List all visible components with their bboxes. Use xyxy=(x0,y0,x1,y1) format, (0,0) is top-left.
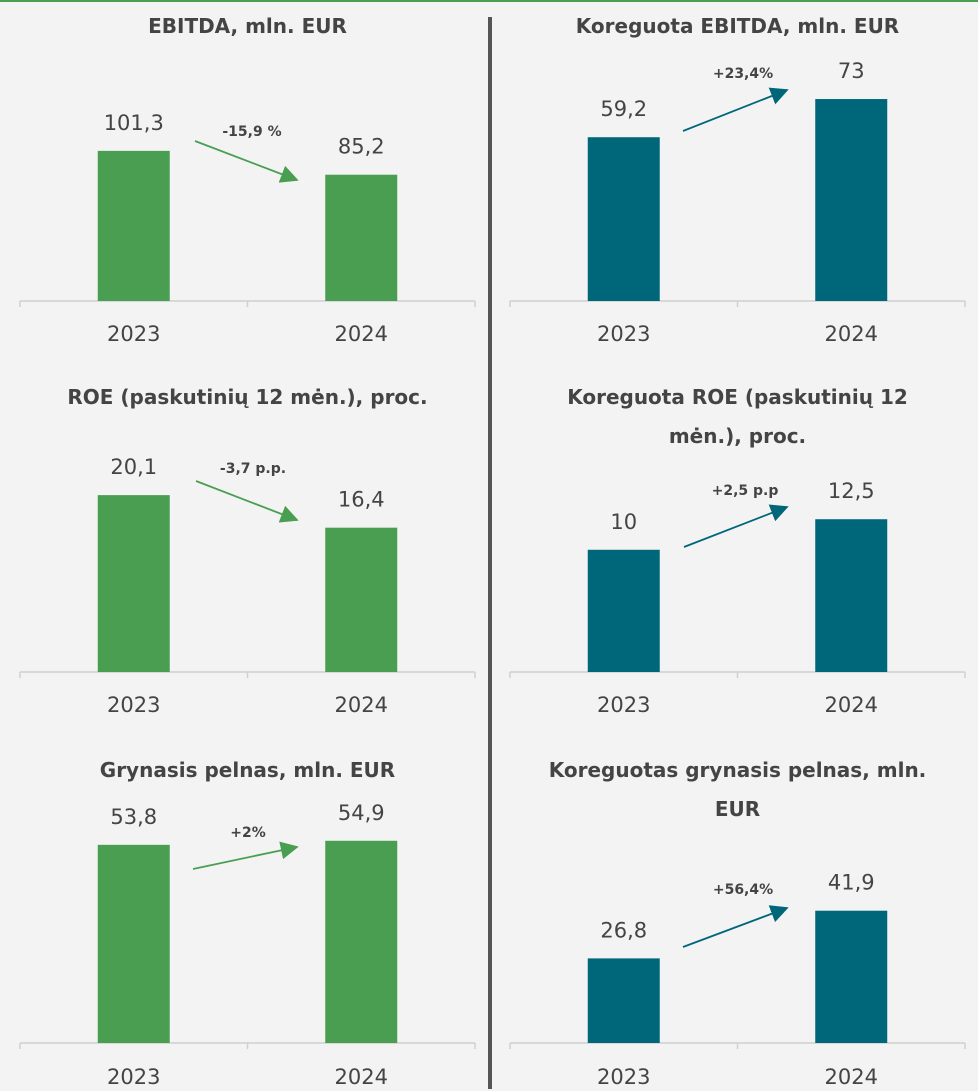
bar xyxy=(97,844,170,1043)
value-label: 101,3 xyxy=(104,111,164,135)
bar xyxy=(325,840,398,1043)
x-tick-label: 2023 xyxy=(107,1065,160,1089)
bar xyxy=(97,150,170,301)
value-label: 12,5 xyxy=(828,479,875,503)
x-tick-label: 2024 xyxy=(825,693,878,717)
chart-title: Grynasis pelnas, mln. EUR xyxy=(99,758,396,782)
change-arrow xyxy=(683,504,789,548)
bar xyxy=(587,137,660,301)
x-tick-label: 2024 xyxy=(335,1065,388,1089)
x-tick-label: 2024 xyxy=(825,322,878,346)
x-tick-label: 2024 xyxy=(335,693,388,717)
value-label: 85,2 xyxy=(338,135,385,159)
x-tick-label: 2023 xyxy=(597,693,650,717)
x-tick-label: 2023 xyxy=(107,693,160,717)
value-label: 10 xyxy=(610,510,637,534)
value-label: 26,8 xyxy=(600,918,647,942)
change-arrow xyxy=(195,480,299,523)
chart-title: Koreguotas grynasis pelnas, mln. EUR xyxy=(548,758,927,821)
x-tick-label: 2024 xyxy=(825,1065,878,1089)
chart-title: Koreguota ROE (paskutinių 12 mėn.), proc… xyxy=(567,385,908,448)
change-arrow xyxy=(192,841,299,870)
x-tick-label: 2024 xyxy=(335,322,388,346)
change-label: -15,9 % xyxy=(222,124,281,140)
change-arrow xyxy=(682,87,789,132)
x-tick-label: 2023 xyxy=(597,1065,650,1089)
value-label: 54,9 xyxy=(338,801,385,825)
chart-title: Koreguota EBITDA, mln. EUR xyxy=(575,14,900,38)
change-label: +56,4% xyxy=(713,882,773,898)
change-label: -3,7 p.p. xyxy=(220,461,286,477)
chart-title: EBITDA, mln. EUR xyxy=(148,14,347,38)
change-arrow xyxy=(682,905,789,948)
bar xyxy=(815,910,888,1043)
change-label: +23,4% xyxy=(713,66,773,82)
value-label: 73 xyxy=(838,59,865,83)
bar xyxy=(815,519,888,672)
value-label: 59,2 xyxy=(600,97,647,121)
change-label: +2,5 p.p xyxy=(712,483,779,499)
change-arrow xyxy=(194,140,299,183)
bar xyxy=(325,527,398,672)
bar xyxy=(587,958,660,1043)
value-label: 41,9 xyxy=(828,871,875,895)
value-label: 16,4 xyxy=(338,488,385,512)
x-tick-label: 2023 xyxy=(597,322,650,346)
chart-title: ROE (paskutinių 12 mėn.), proc. xyxy=(67,385,428,409)
change-label: +2% xyxy=(230,825,266,841)
bar xyxy=(815,99,888,302)
bar xyxy=(587,549,660,672)
x-tick-label: 2023 xyxy=(107,322,160,346)
value-label: 53,8 xyxy=(110,805,157,829)
bar xyxy=(325,174,398,301)
value-label: 20,1 xyxy=(110,455,157,479)
bar xyxy=(97,495,170,672)
